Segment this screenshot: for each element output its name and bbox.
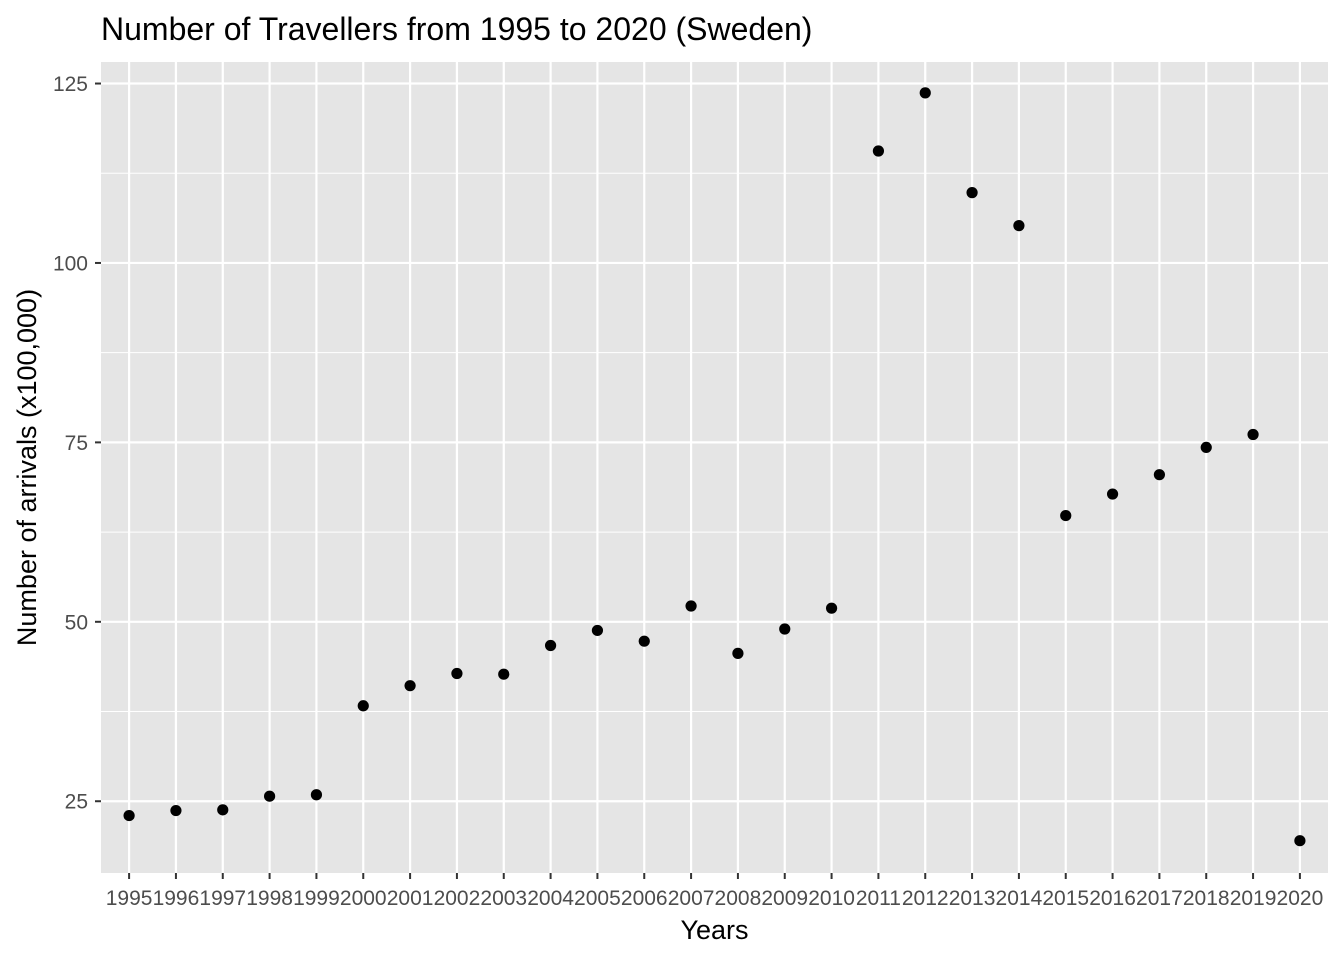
data-point xyxy=(872,145,885,157)
data-point xyxy=(685,600,697,612)
plot-panel xyxy=(101,62,1328,873)
y-axis: 25 50 75 100 125 xyxy=(53,73,101,814)
x-axis: 1995 1996 1997 1998 1999 2000 2001 2002 2003 2004… xyxy=(106,873,1324,910)
data-point xyxy=(1200,441,1212,454)
x-axis-title: Years xyxy=(680,915,748,945)
x-tick-label: 2014 xyxy=(996,887,1043,910)
data-point xyxy=(123,809,135,822)
x-tick-label: 2010 xyxy=(808,887,855,910)
data-point xyxy=(1247,428,1259,441)
x-tick-label: 2016 xyxy=(1089,887,1136,910)
x-tick-label: 1998 xyxy=(246,887,293,910)
data-point xyxy=(310,789,323,801)
data-point xyxy=(1013,220,1025,232)
x-tick-label: 2006 xyxy=(621,887,668,910)
x-tick-label: 2017 xyxy=(1136,887,1183,910)
x-tick-label: 1997 xyxy=(199,887,246,910)
data-point xyxy=(170,804,182,817)
data-point xyxy=(1153,469,1166,481)
x-tick-label: 2007 xyxy=(668,887,715,910)
x-tick-label: 2002 xyxy=(434,887,481,910)
data-point xyxy=(404,680,416,692)
data-point xyxy=(919,87,931,99)
x-tick-label: 2015 xyxy=(1042,887,1089,910)
x-tick-label: 2005 xyxy=(574,887,621,910)
data-point xyxy=(1106,488,1119,500)
y-tick-label: 100 xyxy=(53,252,88,275)
x-tick-label: 2009 xyxy=(761,887,808,910)
data-point xyxy=(498,668,510,680)
data-point xyxy=(638,635,650,647)
x-tick-label: 2018 xyxy=(1183,887,1230,910)
x-tick-label: 2004 xyxy=(527,887,574,910)
x-tick-label: 1996 xyxy=(153,887,200,910)
x-tick-label: 2011 xyxy=(856,887,901,910)
data-point xyxy=(1060,509,1072,522)
x-tick-label: 2000 xyxy=(340,887,387,910)
x-tick-label: 2013 xyxy=(949,887,996,910)
y-tick-label: 25 xyxy=(65,791,88,814)
x-tick-label: 1995 xyxy=(106,887,153,910)
x-tick-label: 2020 xyxy=(1277,887,1324,910)
data-point xyxy=(1294,835,1306,847)
data-point xyxy=(451,667,463,680)
data-point xyxy=(591,624,604,637)
data-point xyxy=(217,804,229,816)
chart-title: Number of Travellers from 1995 to 2020 (… xyxy=(101,11,812,47)
x-tick-label: 2019 xyxy=(1230,887,1277,910)
data-point xyxy=(357,700,369,712)
data-point xyxy=(779,623,791,635)
data-point xyxy=(966,187,978,199)
y-tick-label: 125 xyxy=(53,73,88,96)
data-point xyxy=(825,602,838,614)
x-tick-label: 2008 xyxy=(715,887,762,910)
x-tick-label: 2003 xyxy=(480,887,527,910)
y-tick-label: 75 xyxy=(65,432,88,455)
y-axis-title: Number of arrivals (x100,000) xyxy=(12,289,42,646)
data-point xyxy=(263,790,276,802)
y-tick-label: 50 xyxy=(65,611,88,634)
grid-minor xyxy=(101,172,1328,713)
grid-major xyxy=(101,62,1328,873)
x-tick-label: 2001 xyxy=(387,887,434,910)
data-point xyxy=(544,639,557,652)
data-points xyxy=(123,87,1306,847)
x-tick-label: 2012 xyxy=(902,887,949,910)
data-point xyxy=(732,647,744,659)
x-tick-label: 1999 xyxy=(293,887,340,910)
